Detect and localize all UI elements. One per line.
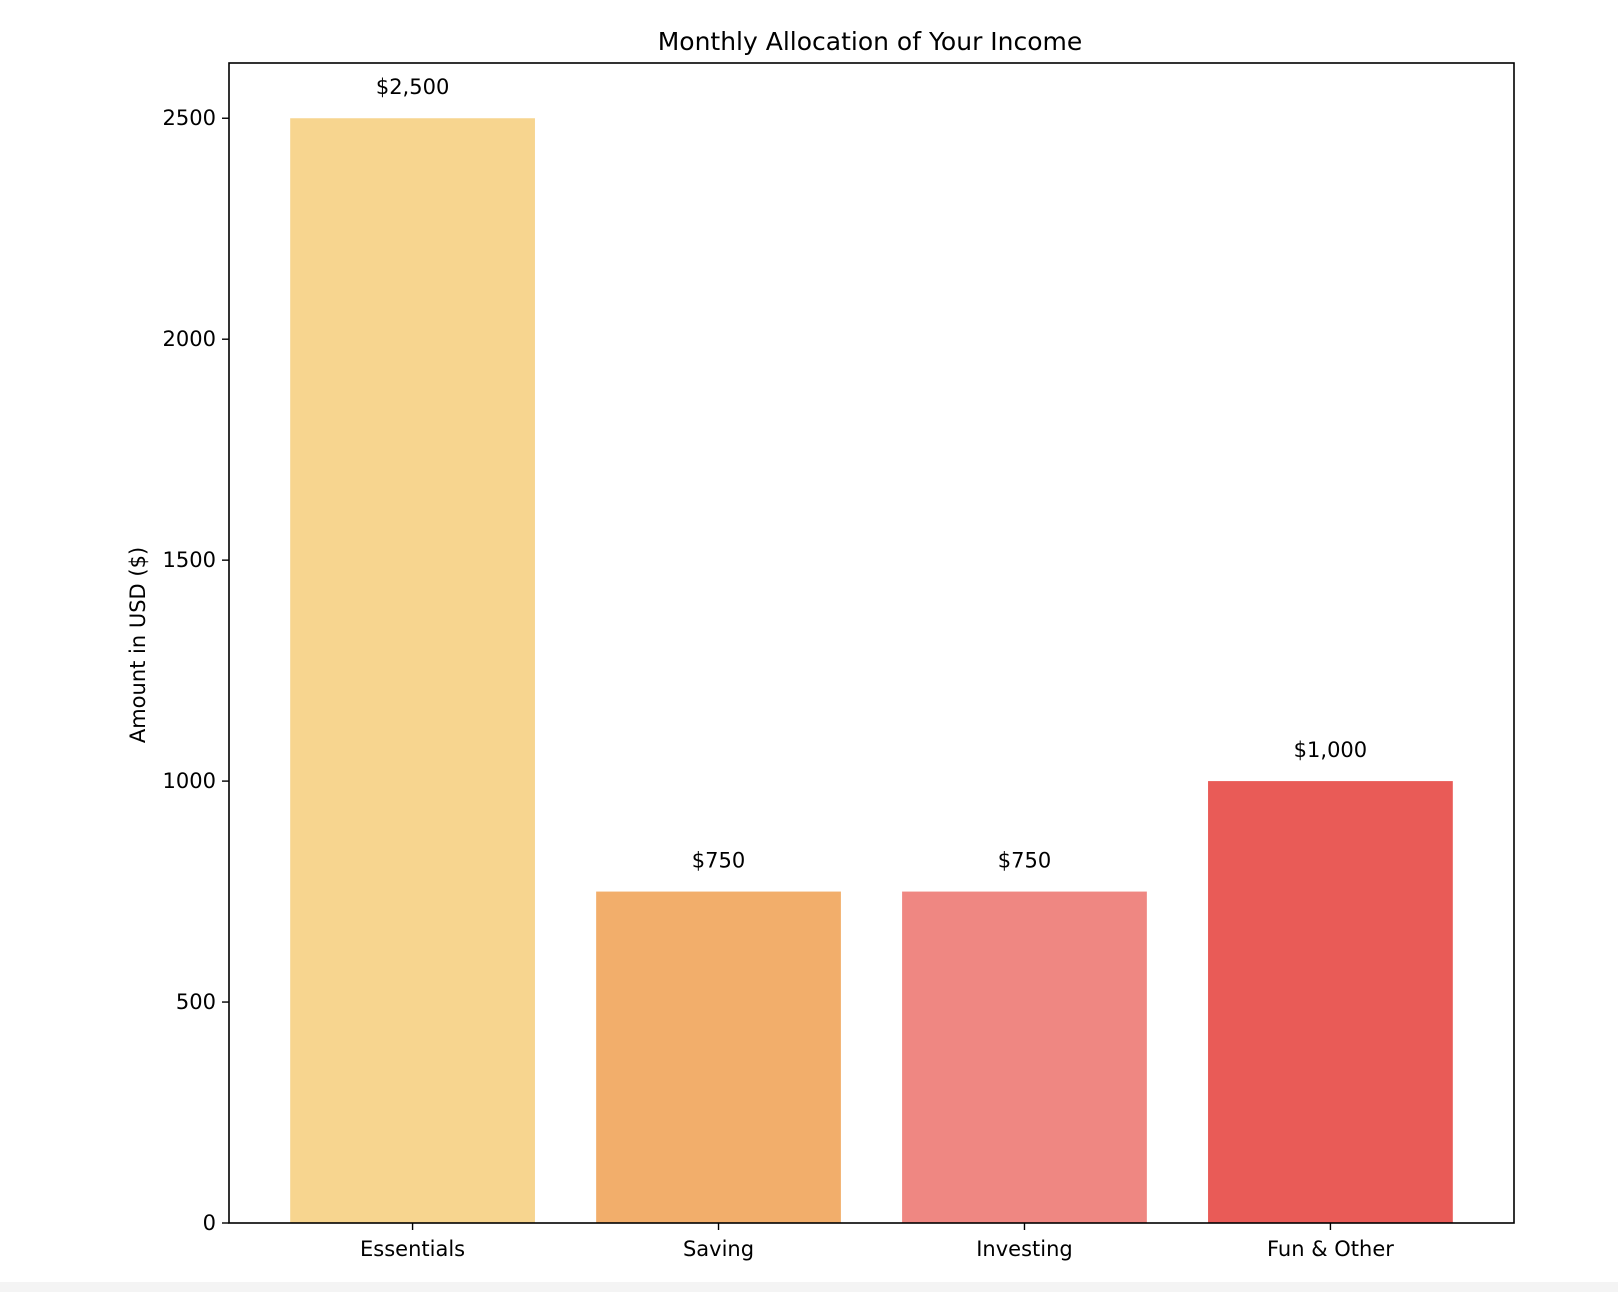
plot-frame: [228, 62, 1515, 1224]
bar-value-label: $1,000: [1294, 738, 1367, 762]
bottom-strip: [0, 1282, 1618, 1292]
bar-value-label: $750: [692, 849, 745, 873]
y-tick-label: 2500: [163, 106, 216, 130]
bars-group: [290, 118, 1453, 1224]
bar-investing: [902, 891, 1147, 1223]
x-tick-label: Fun & Other: [1267, 1237, 1394, 1261]
y-axis-label: Amount in USD ($): [126, 547, 150, 743]
y-tick-label: 1500: [163, 548, 216, 572]
x-axis-ticks: Essentials Saving Investing Fun & Other: [360, 1223, 1394, 1261]
y-tick-label: 500: [176, 990, 216, 1014]
chart-title: Monthly Allocation of Your Income: [658, 27, 1083, 56]
x-tick-label: Saving: [683, 1237, 754, 1261]
bar-value-label: $750: [998, 849, 1051, 873]
y-axis-ticks: 0 500 1000 1500 2000 2500: [163, 106, 229, 1235]
data-labels-group: $2,500 $750 $750 $1,000: [376, 75, 1367, 872]
bar-fun-other: [1208, 781, 1453, 1223]
bar-saving: [596, 891, 841, 1223]
y-tick-label: 2000: [163, 327, 216, 351]
bar-value-label: $2,500: [376, 75, 449, 99]
x-tick-label: Investing: [976, 1237, 1073, 1261]
y-tick-label: 1000: [163, 769, 216, 793]
y-tick-label: 0: [203, 1211, 216, 1235]
x-tick-label: Essentials: [360, 1237, 465, 1261]
bar-essentials: [290, 118, 535, 1224]
